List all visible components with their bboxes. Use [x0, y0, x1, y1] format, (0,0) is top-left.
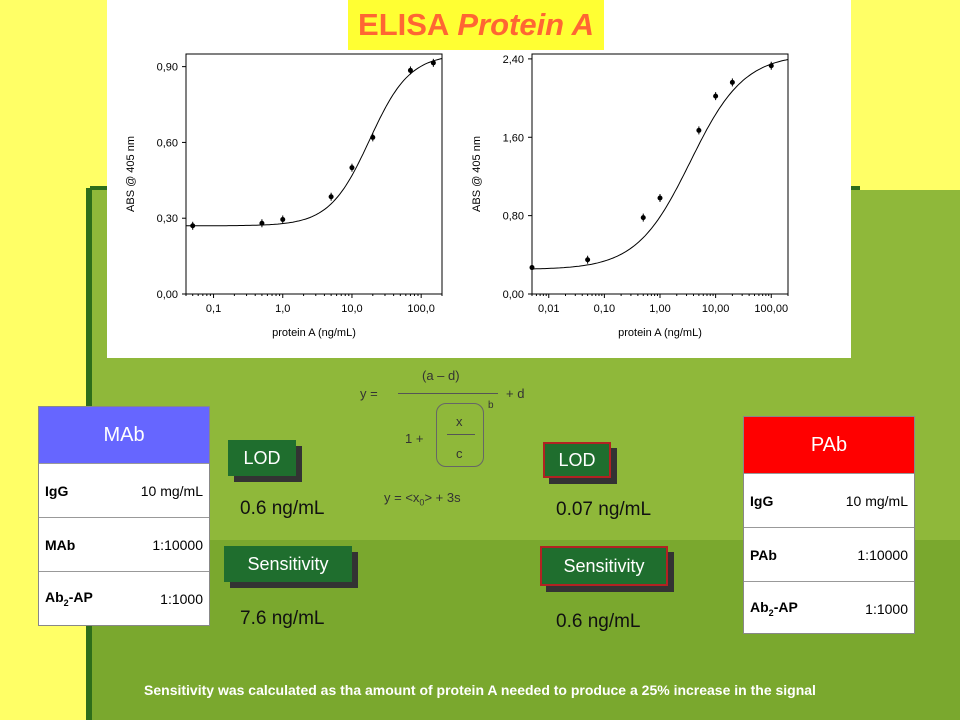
data-point	[729, 79, 735, 85]
eq-lod-formula: y = <x0> + 3s	[384, 490, 461, 508]
chart0-frame	[185, 53, 443, 295]
mab-row-value: 1:1000	[160, 590, 203, 607]
lod-label-mab: LOD	[228, 440, 296, 476]
eq-inner-line	[447, 434, 475, 435]
eq-x: x	[456, 414, 463, 429]
x-axis-label: protein A (ng/mL)	[618, 327, 702, 339]
data-point	[640, 215, 646, 221]
chart-mab: 0,00 0,30 0,60 0,90 0,1 1,0 10,0 100,0 protein …	[125, 53, 443, 339]
data-point	[190, 223, 196, 229]
y-tick-label: 2,40	[503, 54, 524, 66]
y-tick-label: 0,60	[157, 137, 178, 149]
footnote: Sensitivity was calculated as tha amount…	[144, 682, 816, 698]
eq-y: y =	[360, 386, 378, 401]
mab-row-key: Ab2-AP	[45, 589, 93, 608]
pab-row-key: PAb	[750, 546, 777, 563]
pab-row-pab: PAb 1:10000	[744, 527, 914, 581]
pab-row-ab2: Ab2-AP 1:1000	[744, 581, 914, 635]
lod-value-pab: 0.07 ng/mL	[556, 499, 652, 520]
mab-row-igg: IgG 10 mg/mL	[39, 463, 209, 517]
eq-one-plus: 1 +	[405, 431, 424, 446]
data-point	[430, 60, 436, 66]
x-tick-label: 10,00	[702, 303, 730, 315]
lod-value-mab: 0.6 ng/mL	[240, 498, 325, 519]
mab-row-mab: MAb 1:10000	[39, 517, 209, 571]
y-axis-label: ABS @ 405 nm	[125, 136, 137, 212]
plot-frame	[185, 53, 443, 295]
mab-row-value: 10 mg/mL	[140, 482, 203, 499]
title-italic: Protein A	[457, 7, 594, 42]
data-point	[259, 220, 265, 226]
data-point	[585, 257, 591, 263]
x-tick-label: 100,0	[407, 303, 435, 315]
fit-curve	[186, 58, 443, 227]
y-tick-label: 0,00	[503, 289, 524, 301]
data-point	[696, 127, 702, 133]
data-point	[328, 194, 334, 200]
eq-fraction-line	[398, 393, 498, 394]
data-point	[407, 67, 413, 73]
eq-bracket	[436, 403, 484, 467]
x-tick-label: 0,1	[206, 303, 221, 315]
sensitivity-value-pab: 0.6 ng/mL	[556, 611, 641, 632]
y-tick-label: 0,80	[503, 211, 524, 223]
plot-frame	[531, 53, 789, 295]
data-point	[529, 265, 535, 271]
data-point	[349, 165, 355, 171]
x-tick-label: 1,00	[649, 303, 670, 315]
fit-curve	[532, 59, 789, 270]
mab-row-value: 1:10000	[152, 536, 203, 553]
data-point	[768, 63, 774, 69]
eq-c: c	[456, 446, 463, 461]
y-tick-label: 0,90	[157, 62, 178, 74]
data-point	[370, 134, 376, 140]
sensitivity-value-mab: 7.6 ng/mL	[240, 608, 325, 629]
x-tick-label: 100,00	[754, 303, 788, 315]
data-point	[657, 195, 663, 201]
mab-table-header: MAb	[39, 407, 209, 463]
y-tick-label: 0,00	[157, 289, 178, 301]
pab-row-value: 1:1000	[865, 600, 908, 617]
x-tick-label: 1,0	[275, 303, 290, 315]
page-title: ELISA Protein A	[348, 0, 604, 50]
x-axis-label: protein A (ng/mL)	[272, 327, 356, 339]
mab-row-ab2: Ab2-AP 1:1000	[39, 571, 209, 625]
sensitivity-label-pab: Sensitivity	[540, 546, 668, 586]
lod-label-pab: LOD	[543, 442, 611, 478]
pab-row-value: 1:10000	[857, 546, 908, 563]
pab-table: PAb IgG 10 mg/mL PAb 1:10000 Ab2-AP 1:10…	[743, 416, 915, 634]
x-tick-label: 0,01	[538, 303, 559, 315]
pab-row-igg: IgG 10 mg/mL	[744, 473, 914, 527]
pab-table-header: PAb	[744, 417, 914, 473]
x-tick-label: 10,0	[341, 303, 362, 315]
mab-table: MAb IgG 10 mg/mL MAb 1:10000 Ab2-AP 1:10…	[38, 406, 210, 626]
x-tick-label: 0,10	[594, 303, 615, 315]
mab-row-key: IgG	[45, 482, 69, 499]
eq-plus-d: + d	[506, 386, 525, 401]
data-point	[713, 93, 719, 99]
eq-numerator: (a – d)	[422, 368, 460, 383]
mab-row-key: MAb	[45, 536, 76, 553]
title-bold: ELISA	[358, 7, 450, 42]
pab-row-key: Ab2-AP	[750, 599, 798, 618]
eq-b: b	[488, 400, 494, 411]
y-tick-label: 1,60	[503, 132, 524, 144]
pab-row-key: IgG	[750, 492, 774, 509]
sensitivity-label-mab: Sensitivity	[224, 546, 352, 582]
chart-pab: 0,000,801,602,400,01 0,10 1,00 10,00 100,00 …	[471, 53, 789, 339]
chart-panel	[107, 0, 851, 358]
pab-row-value: 10 mg/mL	[845, 492, 908, 509]
data-point	[280, 216, 286, 222]
y-axis-label: ABS @ 405 nm	[471, 136, 483, 212]
y-tick-label: 0,30	[157, 213, 178, 225]
